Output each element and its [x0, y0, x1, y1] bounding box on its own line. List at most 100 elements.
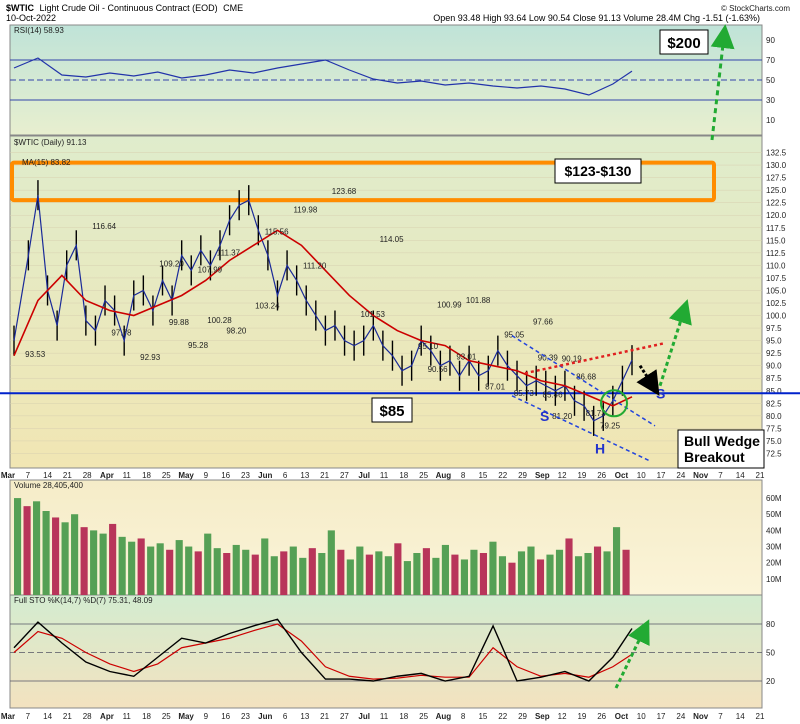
x-tick: 19 — [577, 471, 586, 480]
sto-tick: 50 — [766, 649, 775, 658]
x-tick: Jun — [258, 471, 272, 480]
x-tick: 29 — [518, 471, 527, 480]
price-tick: 95.0 — [766, 337, 782, 346]
callout-85: $85 — [371, 397, 413, 423]
rsi-layer: 90 70 50 30 10 — [10, 36, 775, 125]
price-tick: 125.0 — [766, 186, 787, 195]
x-tick: 8 — [461, 712, 466, 721]
callout-wedge: Bull Wedge Breakout — [677, 429, 765, 469]
volume-bar — [109, 523, 117, 595]
volume-tick: 50M — [766, 510, 782, 519]
x-tick: 25 — [162, 712, 171, 721]
x-tick: 21 — [756, 712, 765, 721]
pattern-mark: S — [540, 408, 549, 424]
price-tick: 97.5 — [766, 324, 782, 333]
volume-bar — [565, 538, 573, 595]
price-tick: 117.5 — [766, 224, 786, 233]
volume-bar — [280, 551, 288, 595]
x-tick: 14 — [43, 471, 52, 480]
volume-bar — [489, 541, 497, 595]
price-label: 115.56 — [265, 227, 289, 236]
price-tick: 107.5 — [766, 274, 787, 283]
x-tick: 23 — [241, 471, 250, 480]
rsi-tick: 70 — [766, 56, 775, 65]
volume-bar — [508, 562, 516, 595]
price-label: 95.05 — [504, 330, 525, 339]
x-tick: 18 — [142, 712, 151, 721]
volume-bar — [327, 530, 335, 595]
sto-d-line — [13, 623, 633, 680]
x-tick: 27 — [340, 712, 349, 721]
price-label: 86.68 — [576, 372, 597, 381]
x-tick: 7 — [26, 712, 31, 721]
volume-bar — [441, 544, 449, 595]
volume-bar — [527, 546, 535, 595]
price-label: 103.24 — [255, 301, 280, 310]
price-label: 97.78 — [111, 329, 132, 338]
price-label: 111.37 — [217, 249, 241, 258]
volume-bar — [42, 511, 50, 595]
x-tick: 7 — [26, 471, 31, 480]
price-tick: 75.0 — [766, 437, 782, 446]
price-label: 101.88 — [466, 296, 491, 305]
volume-bar — [232, 544, 240, 595]
x-tick: May — [178, 712, 194, 721]
x-tick: Nov — [693, 712, 709, 721]
volume-bar — [52, 517, 60, 595]
x-tick: 16 — [221, 471, 230, 480]
breakout-circle — [600, 389, 628, 418]
sto-tick: 80 — [766, 620, 775, 629]
ma-legend: MA(15) 83.82 — [22, 158, 71, 167]
price-label: 95.28 — [188, 341, 209, 350]
volume-bar — [384, 556, 392, 595]
volume-bar — [223, 553, 231, 595]
price-label: 97.66 — [533, 317, 554, 326]
pattern-mark: H — [595, 440, 605, 456]
price-tick: 82.5 — [766, 399, 782, 408]
volume-bar — [80, 527, 88, 595]
volume-bar — [346, 559, 354, 595]
callout-zone: $123-$130 — [554, 158, 642, 184]
volume-bar — [71, 514, 79, 595]
price-line — [13, 195, 633, 422]
volume-bar — [261, 538, 269, 595]
price-legend: $WTIC (Daily) 91.13 — [14, 138, 87, 147]
x-tick: 26 — [597, 712, 606, 721]
sto-legend: Full STO %K(14,7) %D(7) 75.31, 48.09 — [14, 596, 153, 605]
x-tick: 25 — [419, 471, 428, 480]
volume-bar — [128, 541, 136, 595]
volume-bar — [584, 553, 592, 595]
x-tick: 13 — [300, 712, 309, 721]
price-tick: 92.5 — [766, 349, 782, 358]
x-tick: 13 — [300, 471, 309, 480]
x-tick: 6 — [283, 712, 288, 721]
price-layer: 132.5 130.0 127.5 125.0 122.5 120.0 117.5 115.0… — [0, 149, 800, 462]
ohlc-stats: Open 93.48 High 93.64 Low 90.54 Close 91… — [433, 13, 760, 23]
x-tick: Apr — [100, 471, 114, 480]
stochastic-layer: 80 50 20 — [10, 618, 775, 689]
volume-legend: Volume 28,405,400 — [14, 481, 83, 490]
volume-tick: 60M — [766, 494, 782, 503]
wedge-upper — [511, 334, 656, 427]
volume-bar — [318, 553, 326, 595]
up-arrow-mid — [658, 299, 692, 387]
svg-text:$200: $200 — [667, 35, 700, 52]
wedge-lower — [511, 395, 651, 462]
price-label: 100.99 — [437, 301, 462, 310]
volume-bar — [365, 554, 373, 595]
x-tick: 18 — [399, 471, 408, 480]
x-tick: 15 — [478, 712, 487, 721]
volume-tick: 30M — [766, 543, 782, 552]
x-tick: 21 — [320, 712, 329, 721]
x-tick: 12 — [558, 471, 567, 480]
price-label: 100.28 — [207, 316, 232, 325]
price-label: 98.20 — [226, 327, 247, 336]
price-tick: 130.0 — [766, 161, 787, 170]
price-label: 92.93 — [140, 353, 161, 362]
price-tick: 120.0 — [766, 211, 787, 220]
chart-date: 10-Oct-2022 — [6, 13, 56, 23]
price-tick: 87.5 — [766, 374, 782, 383]
x-tick: 10 — [637, 471, 646, 480]
volume-bar — [403, 561, 411, 595]
